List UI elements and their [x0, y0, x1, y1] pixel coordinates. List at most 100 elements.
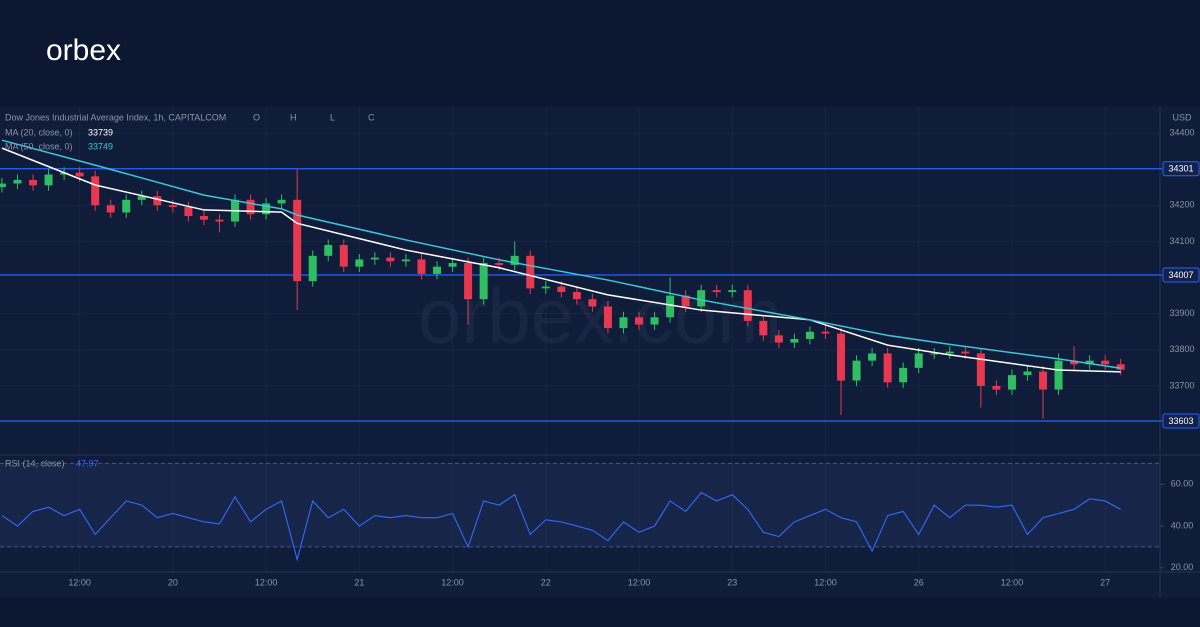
y-tick-label: 33800: [1169, 344, 1194, 354]
legend-entry: MA (20, close, 0): [5, 127, 73, 137]
y-tick-label: 33900: [1169, 308, 1194, 318]
candle-body: [619, 317, 628, 329]
watermark: orbex.com: [418, 272, 782, 360]
level-label: 33603: [1168, 416, 1193, 426]
y-tick-label: 34400: [1169, 127, 1194, 137]
candle-body: [44, 174, 53, 186]
rsi-line: [1, 491, 1121, 562]
candle-body: [355, 259, 364, 267]
candle-body: [526, 255, 535, 289]
candle-body: [992, 385, 1001, 390]
rsi-band: [0, 463, 1160, 547]
candle-body: [91, 176, 100, 206]
candle-body: [246, 199, 255, 215]
x-tick-label: 12:00: [255, 577, 278, 587]
candle-body: [868, 353, 877, 361]
candle-body: [837, 333, 846, 381]
candle-body: [184, 207, 193, 217]
candle-body: [1070, 360, 1079, 365]
candle-body: [883, 353, 892, 383]
candle-body: [805, 331, 814, 339]
candle-body: [215, 219, 224, 222]
candle-body: [401, 259, 410, 262]
candle-body: [137, 196, 146, 200]
candle-body: [1116, 364, 1125, 370]
candle-body: [697, 290, 706, 307]
ohlc-label: H: [290, 112, 297, 122]
candle-body: [122, 199, 131, 213]
candle-body: [262, 203, 271, 215]
candle-body: [479, 263, 488, 300]
x-tick-label: 21: [354, 577, 364, 587]
y-tick-label: 33700: [1169, 380, 1194, 390]
candle-body: [914, 353, 923, 368]
ohlc-label: C: [368, 112, 375, 122]
candle-body: [790, 338, 799, 343]
candle-body: [976, 353, 985, 386]
candle-body: [681, 295, 690, 307]
candle-body: [29, 179, 38, 186]
candle-body: [945, 351, 954, 354]
candle-body: [852, 360, 861, 381]
candle-body: [603, 306, 612, 329]
candle-body: [106, 205, 115, 213]
candle-body: [650, 317, 659, 325]
x-tick-label: 26: [914, 577, 924, 587]
ohlc-label: O: [253, 112, 260, 122]
candle-body: [13, 179, 22, 184]
y-tick-label: 40.00: [1171, 520, 1194, 530]
candle-body: [1023, 371, 1032, 376]
candle-body: [899, 367, 908, 383]
x-tick-label: 12:00: [814, 577, 837, 587]
x-tick-label: 12:00: [1001, 577, 1024, 587]
candle-body: [324, 244, 333, 256]
candle-body: [635, 317, 644, 325]
brand-logo: orbex: [46, 34, 121, 67]
candle-body: [1007, 375, 1016, 390]
currency-label: USD: [1172, 112, 1192, 122]
level-label-box: [1162, 413, 1200, 429]
chart-title: Dow Jones Industrial Average Index, 1h, …: [5, 112, 226, 122]
x-tick-label: 12:00: [68, 577, 91, 587]
candle-body: [293, 199, 302, 282]
candle-body: [0, 183, 6, 188]
candle-body: [370, 257, 379, 260]
candle-body: [153, 196, 162, 206]
candle-body: [1039, 371, 1048, 390]
ohlc-label: L: [330, 112, 335, 122]
x-tick-label: 20: [168, 577, 178, 587]
candle-body: [774, 335, 783, 343]
moving-average-line: [1, 147, 1121, 373]
level-label-box: [1162, 161, 1200, 177]
x-tick-label: 27: [1100, 577, 1110, 587]
legend-entry: MA (50, close, 0): [5, 141, 73, 151]
x-tick-label: 22: [541, 577, 551, 587]
y-tick-label: 34200: [1169, 200, 1194, 210]
candle-body: [821, 331, 830, 334]
y-tick-label: 34100: [1169, 236, 1194, 246]
candle-body: [961, 351, 970, 354]
rsi-legend-value: 47.97: [76, 458, 99, 468]
candle-body: [339, 244, 348, 267]
x-tick-label: 12:00: [628, 577, 651, 587]
candle-body: [60, 172, 69, 175]
candle-body: [417, 259, 426, 274]
x-tick-label: 23: [727, 577, 737, 587]
candle-body: [557, 286, 566, 292]
candle-body: [199, 216, 208, 220]
candle-body: [464, 263, 473, 300]
candle-body: [386, 257, 395, 262]
candle-body: [588, 299, 597, 307]
candle-body: [510, 255, 519, 265]
candle-body: [168, 205, 177, 208]
candle-body: [448, 263, 457, 267]
level-label: 34007: [1168, 270, 1193, 280]
legend-value: 33739: [88, 127, 113, 137]
candle-body: [728, 290, 737, 292]
candle-body: [1054, 360, 1063, 390]
candle-body: [308, 255, 317, 282]
candle-body: [495, 263, 504, 265]
candle-body: [433, 266, 442, 274]
candle-body: [277, 199, 286, 204]
